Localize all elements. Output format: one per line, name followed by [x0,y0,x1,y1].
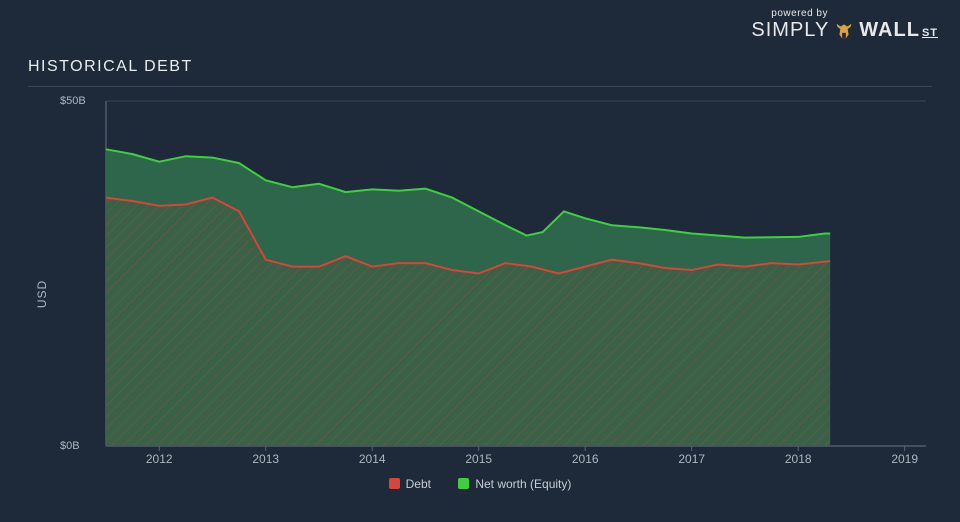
legend-label-debt: Debt [406,477,431,491]
area-chart-svg [66,95,932,452]
legend-label-equity: Net worth (Equity) [475,477,571,491]
brand-wall: WALL [859,19,920,42]
title-row: HISTORICAL DEBT [28,58,932,87]
x-ticks: 2012 2013 2014 2015 2016 2017 2018 2019 [66,452,932,472]
x-tick-label: 2019 [891,452,918,466]
brand-row: SIMPLY WALL ST [751,19,938,42]
legend: Debt Net worth (Equity) [28,477,932,493]
branding-logo: powered by SIMPLY WALL ST [751,8,938,42]
y-tick-label: $0B [60,440,66,452]
y-tick-label: $50B [60,95,66,107]
x-tick-label: 2016 [572,452,599,466]
x-tick-label: 2014 [359,452,386,466]
x-tick-label: 2012 [146,452,173,466]
powered-by-label: powered by [751,8,828,19]
bull-icon [833,20,855,42]
x-tick-label: 2017 [678,452,705,466]
chart-title: HISTORICAL DEBT [28,58,932,76]
brand-simply: SIMPLY [751,19,829,42]
y-axis-label: USD [35,279,49,307]
legend-swatch-equity [458,478,469,489]
chart-area: USD 2012 2013 2014 2015 2016 2017 2018 2019 Deb… [28,95,932,492]
legend-item-equity: Net worth (Equity) [458,477,571,491]
legend-swatch-debt [389,478,400,489]
x-tick-label: 2015 [465,452,492,466]
x-tick-label: 2018 [785,452,812,466]
brand-st: ST [922,27,938,39]
legend-item-debt: Debt [389,477,431,491]
x-tick-label: 2013 [252,452,279,466]
